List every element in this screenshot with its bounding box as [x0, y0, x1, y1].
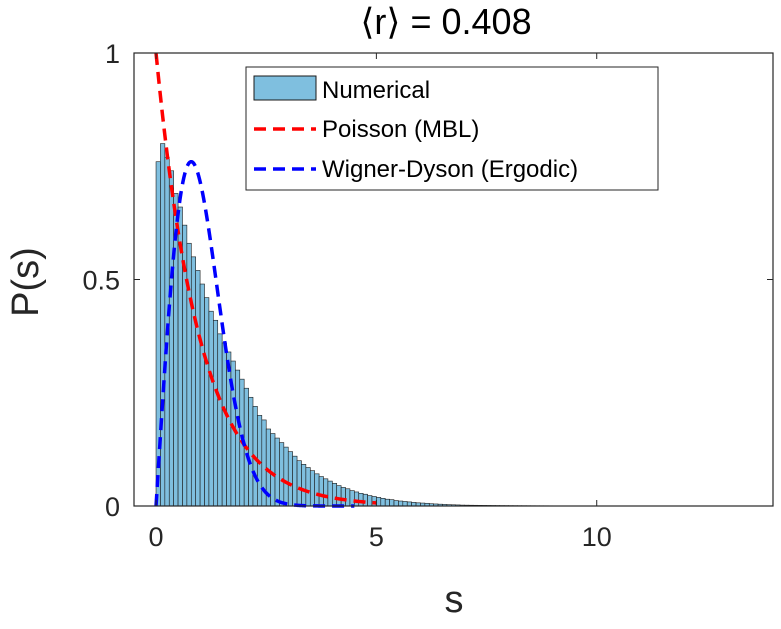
x-axis-label: s — [445, 579, 464, 621]
histogram-bar — [226, 351, 232, 507]
histogram-bar — [217, 333, 223, 507]
histogram-bar — [354, 491, 360, 507]
x-tick-label: 10 — [582, 522, 612, 552]
histogram-bar — [380, 497, 386, 507]
histogram-bar — [292, 455, 298, 507]
histogram-bar — [358, 493, 364, 507]
histogram-bar — [314, 473, 320, 507]
histogram-bar — [309, 470, 315, 507]
y-tick-label: 0 — [105, 492, 120, 522]
legend-label-poisson: Poisson (MBL) — [322, 116, 479, 143]
legend: Numerical Poisson (MBL) Wigner-Dyson (Er… — [245, 66, 659, 191]
histogram-bar — [332, 483, 338, 507]
histogram-bar — [406, 501, 412, 507]
histogram-bar — [279, 442, 285, 507]
histogram-bar — [283, 446, 289, 507]
histogram-bar — [393, 500, 399, 507]
histogram-bar — [345, 488, 351, 507]
histogram-bar — [305, 467, 311, 507]
histogram-bar — [168, 170, 174, 507]
histogram-bar — [155, 161, 161, 507]
histogram-bar — [287, 451, 293, 507]
histogram-bar — [340, 487, 346, 507]
legend-label-wigner-dyson: Wigner-Dyson (Ergodic) — [322, 156, 578, 183]
histogram-bar — [208, 310, 214, 507]
histogram-bar — [389, 499, 395, 507]
histogram-bar — [204, 297, 210, 507]
histogram-bar — [301, 464, 307, 507]
axis-ticks: 0 5 10 0 0.5 1 — [82, 39, 773, 552]
series-line-poisson — [154, 52, 377, 505]
y-tick-label: 0.5 — [82, 266, 120, 296]
histogram-bar — [318, 476, 324, 507]
x-tick-label: 5 — [369, 522, 384, 552]
chart-title: ⟨r⟩ = 0.408 — [360, 1, 531, 42]
histogram-bar — [274, 437, 280, 507]
histogram-bar — [362, 493, 368, 507]
histogram-bar — [398, 500, 404, 507]
histogram-bar — [195, 270, 201, 507]
histogram-bar — [199, 283, 205, 507]
histogram-bar — [349, 490, 355, 507]
histogram-bar — [336, 485, 342, 507]
histogram-bar — [384, 498, 390, 507]
histogram-bar — [367, 495, 373, 507]
histogram-bar — [160, 143, 166, 507]
histogram-bar — [296, 460, 302, 507]
y-tick-label: 1 — [105, 39, 120, 69]
x-tick-label: 0 — [149, 522, 164, 552]
histogram-bar — [221, 342, 227, 507]
histogram-bar — [376, 497, 382, 507]
histogram-bar — [190, 256, 196, 507]
legend-label-numerical: Numerical — [322, 77, 430, 104]
histogram-bar — [248, 396, 254, 507]
histogram-bar — [327, 480, 333, 507]
histogram-bar — [235, 369, 241, 507]
legend-swatch-numerical — [253, 75, 317, 101]
y-axis-label: P(s) — [5, 247, 47, 317]
histogram-bar — [402, 501, 408, 507]
histogram-bar — [270, 433, 276, 507]
histogram-bar — [213, 319, 219, 507]
histogram-bar — [323, 478, 329, 507]
